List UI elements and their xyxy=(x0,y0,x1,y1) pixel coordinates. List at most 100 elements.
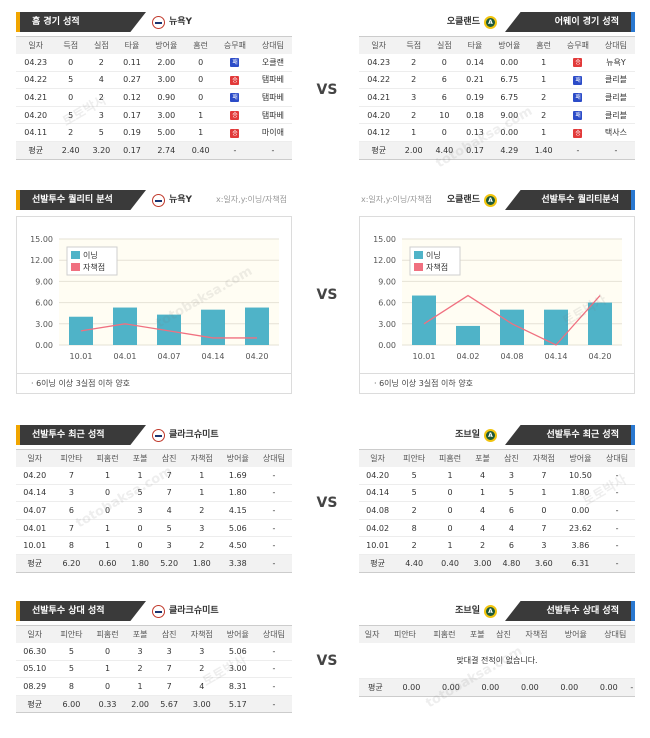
athletics-logo-icon: A xyxy=(484,193,497,207)
table-cell: 04.23 xyxy=(359,53,399,72)
table-row: 04.23 0 2 0.11 2.00 0 패 오클랜 xyxy=(16,53,292,72)
athletics-logo-icon: A xyxy=(484,15,497,29)
table-cell: 04.20 xyxy=(359,466,397,485)
table-cell: - xyxy=(255,519,292,538)
inning-bar xyxy=(588,302,612,345)
vs-label-3: VS xyxy=(316,495,338,511)
win-badge: 승 xyxy=(230,128,240,138)
recent-left-title: 선발투수 최근 성적 xyxy=(16,425,146,445)
result-cell: 패 xyxy=(215,53,254,72)
table-cell: 5.06 xyxy=(219,642,256,661)
table-cell: 6 xyxy=(53,501,90,520)
table-cell: 0.12 xyxy=(116,88,148,107)
table-cell: 0.14 xyxy=(459,53,491,72)
away-record-header: 오클랜드 A 어웨이 경기 성적 xyxy=(359,12,635,32)
quality-left-chart-svg: 0.00 3.00 6.00 9.00 12.00 15.00 10.01 04.01 04.0… xyxy=(30,235,279,361)
table-cell: - xyxy=(599,466,635,485)
quality-left-title: 선발투수 퀄리티 분석 xyxy=(16,190,146,210)
table-row: 04.20 5 3 0.17 3.00 1 승 탬파베 xyxy=(16,106,292,125)
column-header: 타율 xyxy=(116,36,148,54)
table-cell: 2 xyxy=(183,660,220,679)
home-team-label: 뉴욕Y xyxy=(152,12,192,32)
table-cell: 10.50 xyxy=(561,466,600,485)
table-cell: 2.00 xyxy=(147,53,186,72)
table-cell: 0.21 xyxy=(459,71,491,90)
result-cell: 승 xyxy=(215,106,254,125)
table-cell: 4 xyxy=(468,519,497,538)
table-cell: 3.00 xyxy=(147,71,186,90)
table-cell: 7 xyxy=(53,466,90,485)
table-cell: 0 xyxy=(125,536,155,555)
column-header: 자책점 xyxy=(183,625,220,643)
y-tick-label: 12.00 xyxy=(373,256,396,265)
quality-right-axis-note: x:일자,y:이닝/자책점 xyxy=(361,195,433,204)
table-cell: 1 xyxy=(528,53,559,72)
table-row: 06.30 5 0 3 3 3 5.06- xyxy=(16,642,292,661)
table-cell: 2 xyxy=(125,660,155,679)
table-cell: 6 xyxy=(496,501,526,520)
avg-row: 평균 4.40 0.40 3.00 4.80 3.60 6.31- xyxy=(359,554,635,573)
vs-left-pitcher-name: 클라크슈미트 xyxy=(169,606,219,616)
table-cell: 0 xyxy=(89,484,126,503)
table-cell: 1 xyxy=(398,123,430,142)
quality-right-footnote-text: 6이닝 이상 3실점 이하 양호 xyxy=(379,379,474,388)
avg-cell: 0.40 xyxy=(432,554,469,573)
table-row: 04.20 5 1 4 3 7 10.50- xyxy=(359,466,635,485)
table-cell: 클리블 xyxy=(596,106,635,125)
table-cell: - xyxy=(255,660,292,679)
loss-badge: 패 xyxy=(230,58,240,68)
table-cell: 5 xyxy=(86,123,117,142)
column-header: 승무패 xyxy=(558,36,597,54)
quality-left-header: 선발투수 퀄리티 분석 뉴욕Y x:일자,y:이닝/자책점 xyxy=(16,190,292,210)
legend-label: 이닝 xyxy=(426,250,441,260)
recent-left-table: 일자 피안타 피홈런 포볼 삼진 자책점 방어율 상대팀 04.20 7 1 1 7 1 1.69-04.1… xyxy=(16,449,292,573)
avg-cell: 0.00 xyxy=(391,678,432,697)
vs-label-1: VS xyxy=(316,82,338,98)
table-row: 04.11 2 5 0.19 5.00 1 승 마이애 xyxy=(16,123,292,142)
table-cell: 10.01 xyxy=(359,536,397,555)
table-cell: 탬파베 xyxy=(253,88,292,107)
table-cell: 0 xyxy=(55,53,87,72)
table-cell: 5 xyxy=(53,642,90,661)
earned-run-line xyxy=(423,294,601,346)
avg-cell: 0.00 xyxy=(470,678,511,697)
table-cell: 5 xyxy=(496,484,526,503)
table-row: 04.12 1 0 0.13 0.00 1 승 택사스 xyxy=(359,123,635,142)
column-header: 득점 xyxy=(55,36,87,54)
column-header: 상대팀 xyxy=(599,449,635,467)
column-header: 상대팀 xyxy=(255,449,292,467)
quality-right-footnote: · 6이닝 이상 3실점 이하 양호 xyxy=(359,374,635,394)
home-record-title: 홈 경기 성적 xyxy=(16,12,146,32)
table-cell: 04.20 xyxy=(16,466,54,485)
table-row: 04.01 7 1 0 5 3 5.06- xyxy=(16,519,292,538)
table-cell: 1 xyxy=(89,466,126,485)
win-badge: 승 xyxy=(230,111,240,121)
column-header: 피홈런 xyxy=(89,449,126,467)
table-cell: 3 xyxy=(496,466,526,485)
table-cell: 04.21 xyxy=(16,88,56,107)
avg-row: 평균 2.00 4.40 0.17 4.29 1.40- - xyxy=(359,141,635,160)
loss-badge: 패 xyxy=(573,93,583,103)
recent-left-pitcher: 클라크슈미트 xyxy=(152,425,219,445)
table-cell: 3.86 xyxy=(561,536,600,555)
y-tick-label: 9.00 xyxy=(378,277,396,286)
x-tick-label: 04.08 xyxy=(501,352,524,361)
table-cell: 탬파베 xyxy=(253,71,292,90)
vs-left-title: 선발투수 상대 성적 xyxy=(16,601,146,621)
table-cell: 4 xyxy=(183,677,220,696)
vs-left-header: 선발투수 상대 성적 클라크슈미트 xyxy=(16,601,292,621)
y-tick-label: 0.00 xyxy=(35,341,53,350)
avg-cell: 3.00 xyxy=(468,554,497,573)
table-cell: 4.50 xyxy=(219,536,256,555)
table-cell: 0 xyxy=(429,53,460,72)
loss-badge: 패 xyxy=(230,93,240,103)
inning-bar xyxy=(245,307,269,345)
loss-badge: 패 xyxy=(573,111,583,121)
table-cell: 클리블 xyxy=(596,88,635,107)
column-header: 방어율 xyxy=(561,449,600,467)
result-cell: 승 xyxy=(558,53,597,72)
table-cell: 2 xyxy=(398,53,430,72)
column-header: 피홈런 xyxy=(89,625,126,643)
quality-left-footnote-text: 6이닝 이상 3실점 이하 양호 xyxy=(36,379,131,388)
